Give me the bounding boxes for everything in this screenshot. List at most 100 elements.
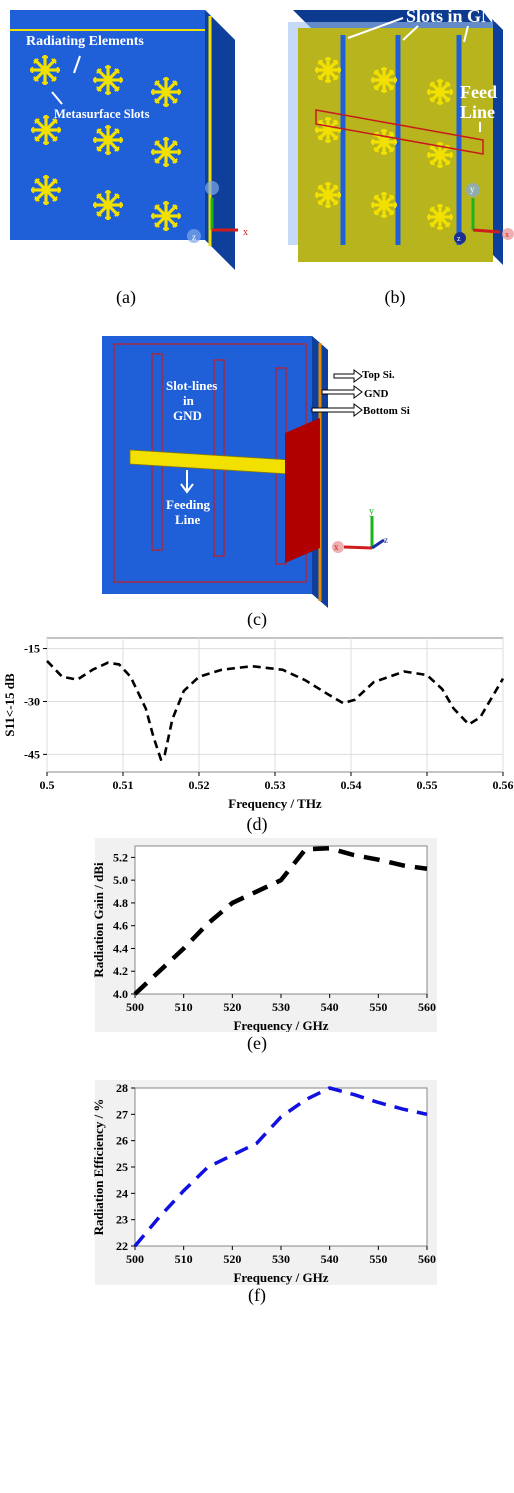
series-line bbox=[46, 660, 505, 761]
feeding-line-label-1: Feeding bbox=[166, 497, 211, 512]
z-axis-handle-icon bbox=[454, 232, 466, 244]
y-tick-label: 25 bbox=[116, 1160, 128, 1174]
x-tick-label: 550 bbox=[369, 1000, 387, 1014]
x-tick-label: 540 bbox=[321, 1000, 339, 1014]
radiating-element-icon bbox=[427, 142, 453, 168]
caption-b: (b) bbox=[384, 287, 406, 307]
series-line bbox=[133, 1086, 428, 1248]
series-line bbox=[133, 846, 428, 996]
y-tick-label: 26 bbox=[116, 1134, 128, 1148]
radiating-element-icon bbox=[427, 79, 453, 105]
slots-arrow bbox=[51, 91, 63, 105]
x-tick-label: 500 bbox=[126, 1000, 144, 1014]
y-tick-label: 27 bbox=[116, 1107, 128, 1121]
y-axis-handle-icon bbox=[466, 183, 480, 197]
slot-lines-label-3: GND bbox=[173, 408, 202, 423]
y-tick-label: -45 bbox=[24, 747, 40, 761]
y-tick-label: 5.2 bbox=[113, 850, 128, 864]
x-tick-label: 0.51 bbox=[113, 778, 134, 792]
y-tick-label: -30 bbox=[24, 694, 40, 708]
feeding-line-label-2: Line bbox=[175, 512, 201, 527]
radiating-element-icon bbox=[93, 125, 123, 155]
caption-f: (f) bbox=[248, 1285, 266, 1305]
radiating-element-icon bbox=[371, 129, 397, 155]
x-tick-label: 0.5 bbox=[40, 778, 55, 792]
radiating-element-icon bbox=[371, 67, 397, 93]
radiating-element-icon bbox=[371, 192, 397, 218]
x-tick-label: 530 bbox=[272, 1000, 290, 1014]
x-tick-label: 560 bbox=[418, 1000, 436, 1014]
figure-a-3d-model: z x Radiating Elements Metasurface Slots bbox=[10, 10, 248, 270]
y-axis-label: Radiation Gain / dBi bbox=[91, 862, 106, 978]
y-tick-label: 4.8 bbox=[113, 896, 128, 910]
feed-line-label-1: Feed bbox=[460, 82, 497, 102]
feed-line-label-2: Line bbox=[460, 102, 495, 122]
radiating-element-icon bbox=[315, 57, 341, 83]
caption-c: (c) bbox=[247, 609, 267, 629]
slot-lines-label-2: in bbox=[183, 393, 195, 408]
plot-area bbox=[134, 1087, 428, 1247]
x-tick-label: 0.54 bbox=[341, 778, 362, 792]
radiating-element-icon bbox=[315, 182, 341, 208]
figure-c-3d-model: Slot-lines in GND Feeding Line Top Si. G… bbox=[102, 336, 410, 608]
chart-f-efficiency: 500 510 520 530 540 550 560 22 23 24 25 26 27 28 Frequ… bbox=[91, 1080, 437, 1285]
x-axis-label: Frequency / GHz bbox=[233, 1270, 328, 1285]
radiating-elements-label: Radiating Elements bbox=[26, 34, 144, 49]
axis-z-label: z bbox=[192, 232, 196, 242]
radiating-element-icon bbox=[151, 201, 181, 231]
chart-e-gain: 500 510 520 530 540 550 560 4.0 4.2 4.4 4.6 4.8 5.0 5… bbox=[91, 838, 437, 1032]
y-axis-label: Radiation Efficiency / % bbox=[91, 1099, 106, 1236]
x-axis-label: Frequency / THz bbox=[228, 796, 322, 811]
caption-d: (d) bbox=[246, 814, 268, 834]
radiating-arrow bbox=[73, 55, 81, 74]
slots-in-gnd-label: Slots in GND bbox=[406, 6, 507, 26]
axis-x-label: x bbox=[505, 230, 509, 239]
axis-y-label: y bbox=[369, 506, 374, 517]
x-tick-label: 540 bbox=[321, 1252, 339, 1266]
axis-z-label: z bbox=[457, 234, 461, 243]
radiating-element-icon bbox=[151, 77, 181, 107]
x-tick-label: 510 bbox=[175, 1000, 193, 1014]
radiating-element-icon bbox=[315, 117, 341, 143]
y-tick-label: -15 bbox=[24, 642, 40, 656]
x-tick-label: 0.55 bbox=[417, 778, 438, 792]
x-tick-label: 560 bbox=[418, 1252, 436, 1266]
figure-b-3d-model: Slots in GND Feed Line y z x bbox=[288, 6, 514, 265]
plot-area bbox=[134, 845, 428, 995]
y-tick-label: 4.0 bbox=[113, 987, 128, 1001]
x-tick-label: 510 bbox=[175, 1252, 193, 1266]
x-axis-label: Frequency / GHz bbox=[233, 1018, 328, 1032]
top-si-label: Top Si. bbox=[362, 369, 395, 381]
bottom-si-label: Bottom Si. bbox=[363, 405, 410, 417]
y-tick-label: 24 bbox=[116, 1186, 128, 1200]
radiating-element-icon bbox=[31, 175, 61, 205]
radiating-element-icon bbox=[93, 190, 123, 220]
z-axis-handle-icon bbox=[187, 229, 201, 243]
y-tick-label: 23 bbox=[116, 1213, 128, 1227]
y-axis-label: S11<-15 dB bbox=[2, 673, 17, 737]
y-tick-label: 4.2 bbox=[113, 964, 128, 978]
radiating-element-icon bbox=[151, 137, 181, 167]
caption-a: (a) bbox=[116, 287, 136, 307]
y-axis-handle-icon bbox=[205, 181, 219, 195]
caption-e: (e) bbox=[247, 1033, 267, 1053]
x-tick-label: 520 bbox=[223, 1252, 241, 1266]
y-tick-label: 22 bbox=[116, 1239, 128, 1253]
y-tick-label: 4.6 bbox=[113, 919, 128, 933]
x-tick-label: 0.52 bbox=[189, 778, 210, 792]
x-tick-label: 500 bbox=[126, 1252, 144, 1266]
y-tick-label: 4.4 bbox=[113, 941, 128, 955]
axis-x-label: x bbox=[243, 227, 248, 238]
radiating-element-icon bbox=[31, 115, 61, 145]
x-tick-label: 550 bbox=[369, 1252, 387, 1266]
x-tick-label: 0.56 bbox=[493, 778, 514, 792]
radiating-element-icon bbox=[93, 65, 123, 95]
y-tick-label: 5.0 bbox=[113, 873, 128, 887]
y-tick-label: 28 bbox=[116, 1081, 128, 1095]
axis-z-label: z bbox=[384, 535, 388, 545]
metasurface-slots-label: Metasurface Slots bbox=[54, 107, 150, 121]
gnd-label: GND bbox=[364, 388, 389, 400]
axis-y-label: y bbox=[470, 184, 475, 194]
radiating-element-icon bbox=[427, 204, 453, 230]
x-tick-label: 530 bbox=[272, 1252, 290, 1266]
